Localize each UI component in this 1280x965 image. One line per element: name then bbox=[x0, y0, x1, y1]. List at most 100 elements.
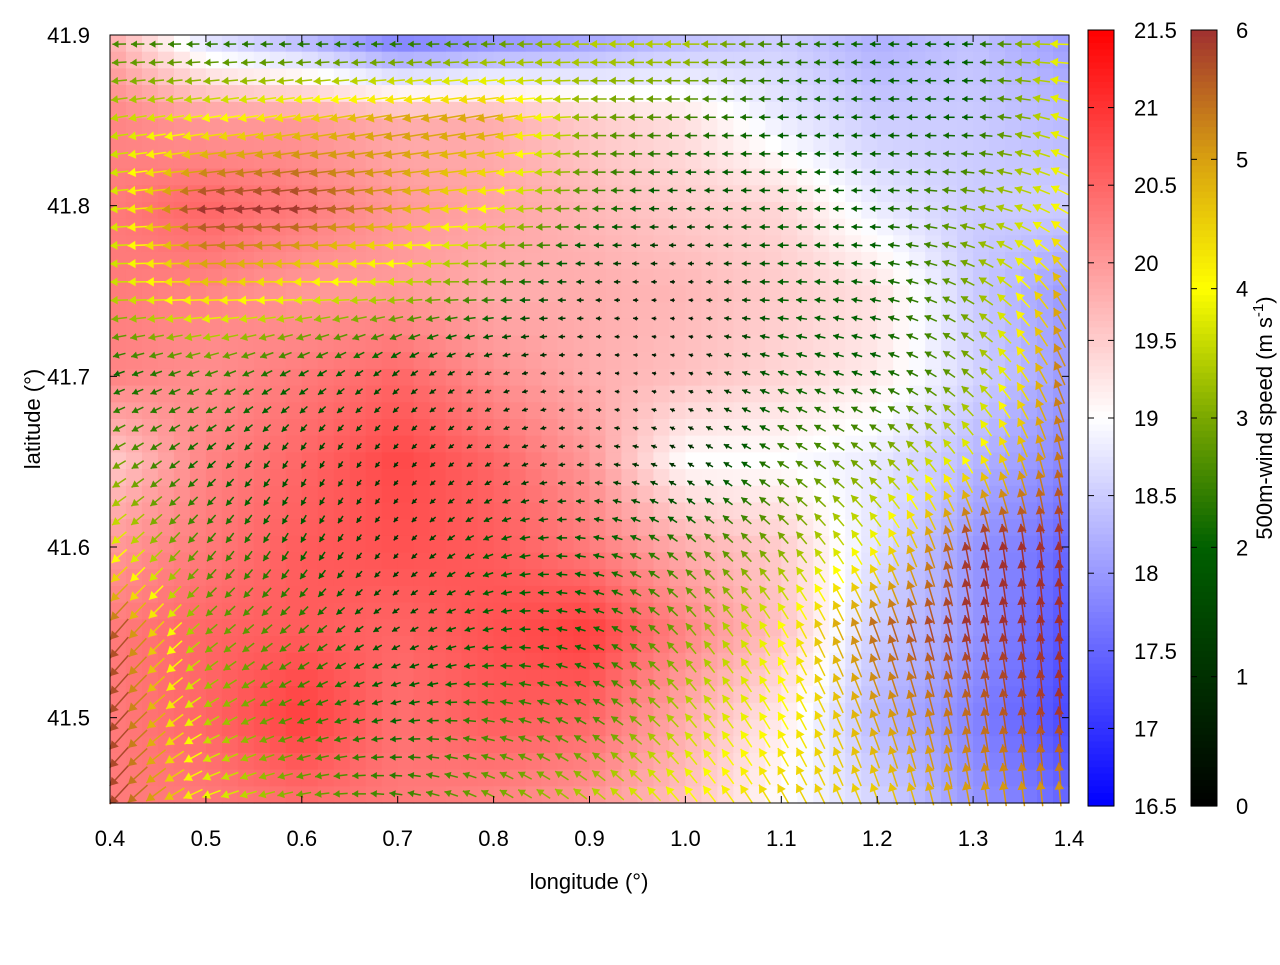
heatmap-cell bbox=[285, 469, 303, 487]
heatmap-cell bbox=[493, 368, 511, 387]
heatmap-cell bbox=[589, 752, 607, 771]
heatmap-cell bbox=[173, 752, 191, 771]
heatmap-cell bbox=[205, 519, 223, 537]
heatmap-cell bbox=[669, 368, 686, 387]
heatmap-cell bbox=[493, 118, 511, 136]
heatmap-cell bbox=[669, 619, 686, 637]
heatmap-cell bbox=[941, 435, 958, 453]
heatmap-cell bbox=[110, 452, 127, 470]
y-tick-label: 41.9 bbox=[47, 23, 90, 48]
heatmap-cell bbox=[621, 318, 639, 337]
heatmap-cell bbox=[749, 235, 766, 253]
heatmap-cell bbox=[701, 51, 718, 69]
heatmap-cell bbox=[189, 452, 207, 470]
x-tick-label: 0.6 bbox=[287, 826, 318, 851]
heatmap-cell bbox=[781, 151, 798, 170]
heatmap-cell bbox=[301, 535, 319, 554]
heatmap-cell bbox=[973, 68, 990, 86]
heatmap-cell bbox=[605, 402, 623, 420]
heatmap-cell bbox=[893, 185, 910, 203]
heatmap-cell bbox=[541, 552, 559, 570]
heatmap-cell bbox=[509, 686, 527, 704]
heatmap-cell bbox=[301, 435, 319, 453]
heatmap-cell bbox=[717, 335, 734, 353]
heatmap-cell bbox=[365, 435, 383, 453]
heatmap-cell bbox=[637, 118, 655, 136]
heatmap-cell bbox=[381, 769, 399, 787]
heatmap-cell bbox=[269, 485, 287, 504]
heatmap-cell bbox=[1005, 585, 1022, 604]
heatmap-cell bbox=[941, 135, 958, 153]
heatmap-cell bbox=[365, 736, 383, 754]
heatmap-cell bbox=[333, 452, 351, 470]
heatmap-cell bbox=[429, 569, 447, 587]
heatmap-cell bbox=[685, 452, 702, 470]
y-tick-label: 41.6 bbox=[47, 535, 90, 560]
heatmap-cell bbox=[253, 101, 271, 120]
heatmap-cell bbox=[797, 118, 814, 136]
heatmap-cell bbox=[349, 552, 367, 570]
heatmap-cell bbox=[1021, 385, 1038, 403]
heatmap-cell bbox=[477, 636, 495, 654]
heatmap-cell bbox=[845, 201, 862, 220]
heatmap-cell bbox=[125, 636, 143, 654]
heatmap-cell bbox=[429, 686, 447, 704]
heatmap-cell bbox=[349, 302, 367, 320]
heatmap-cell bbox=[541, 686, 559, 704]
heatmap-cell bbox=[989, 218, 1006, 236]
heatmap-cell bbox=[861, 385, 878, 403]
x-tick-label: 1.1 bbox=[766, 826, 797, 851]
heatmap-cell bbox=[461, 502, 479, 520]
heatmap-cell bbox=[509, 368, 527, 387]
heatmap-cell bbox=[605, 435, 623, 453]
heatmap-cell bbox=[285, 419, 303, 437]
heatmap-cell bbox=[669, 485, 686, 504]
heatmap-cell bbox=[541, 636, 559, 654]
heatmap-cell bbox=[605, 368, 623, 387]
heatmap-cell bbox=[925, 118, 942, 136]
heatmap-cell bbox=[749, 201, 766, 220]
heatmap-cell bbox=[525, 469, 543, 487]
heatmap-cell bbox=[253, 135, 271, 153]
x-tick-label: 0.9 bbox=[574, 826, 605, 851]
heatmap-cell bbox=[557, 252, 575, 270]
heatmap-cell bbox=[317, 185, 335, 203]
colorbar-segment bbox=[1088, 211, 1114, 219]
heatmap-cell bbox=[637, 535, 655, 554]
heatmap-cell bbox=[541, 402, 559, 420]
heatmap-cell bbox=[717, 101, 734, 120]
heatmap-cell bbox=[765, 318, 782, 337]
heatmap-cell bbox=[125, 352, 143, 370]
heatmap-cell bbox=[333, 502, 351, 520]
heatmap-cell bbox=[413, 435, 431, 453]
heatmap-cell bbox=[1021, 51, 1038, 69]
heatmap-cell bbox=[845, 252, 862, 270]
heatmap-cell bbox=[525, 702, 543, 721]
heatmap-cell bbox=[813, 235, 830, 253]
heatmap-cell bbox=[589, 535, 607, 554]
heatmap-cell bbox=[157, 402, 175, 420]
heatmap-cell bbox=[797, 786, 814, 804]
heatmap-cell bbox=[349, 535, 367, 554]
heatmap-cell bbox=[589, 68, 607, 86]
heatmap-cell bbox=[605, 268, 623, 287]
heatmap-cell bbox=[461, 469, 479, 487]
heatmap-cell bbox=[173, 736, 191, 754]
heatmap-cell bbox=[637, 419, 655, 437]
heatmap-cell bbox=[429, 435, 447, 453]
heatmap-cell bbox=[317, 318, 335, 337]
heatmap-cell bbox=[525, 268, 543, 287]
heatmap-cell bbox=[1021, 435, 1038, 453]
heatmap-cell bbox=[301, 51, 319, 69]
colorbar-segment bbox=[1088, 172, 1114, 180]
heatmap-cell bbox=[445, 402, 463, 420]
heatmap-cell bbox=[589, 85, 607, 103]
heatmap-cell bbox=[301, 602, 319, 620]
heatmap-cell bbox=[685, 519, 702, 537]
heatmap-cell bbox=[477, 702, 495, 721]
colorbar-segment bbox=[1088, 191, 1114, 199]
heatmap-cell bbox=[445, 602, 463, 620]
heatmap-cell bbox=[110, 502, 127, 520]
heatmap-cell bbox=[525, 252, 543, 270]
heatmap-cell bbox=[605, 118, 623, 136]
